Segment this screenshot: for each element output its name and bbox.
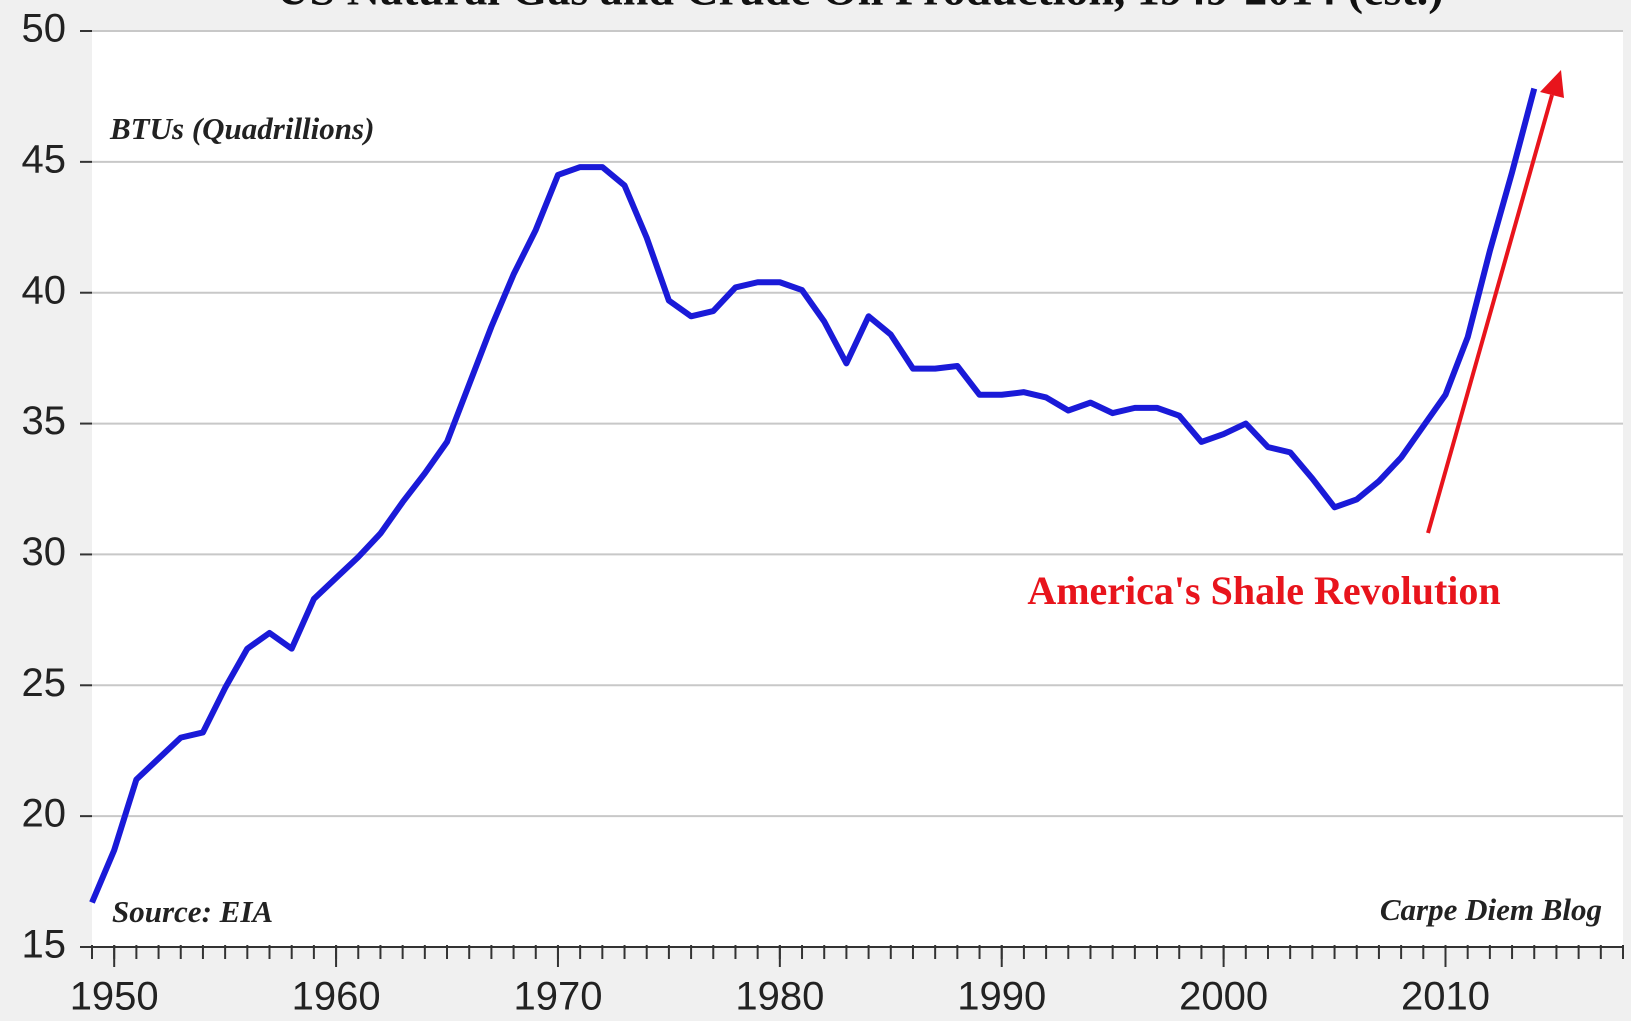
x-tick-label: 2000 xyxy=(1179,975,1268,1019)
arrow xyxy=(1426,94,1554,534)
data-line xyxy=(89,87,1538,904)
credit: Carpe Diem Blog xyxy=(1380,892,1602,927)
arrow-head xyxy=(1540,70,1564,98)
x-tick-label: 1970 xyxy=(513,975,602,1019)
x-tick-label: 1990 xyxy=(957,975,1046,1019)
source: Source: EIA xyxy=(112,894,273,929)
y-tick-label: 35 xyxy=(22,399,67,443)
plot-area xyxy=(92,31,1623,947)
x-tick-label: 1950 xyxy=(70,975,159,1019)
chart-title: US Natural Gas and Crude Oil Production,… xyxy=(276,0,1443,15)
y-tick-label: 40 xyxy=(22,268,67,312)
axis-label: BTUs (Quadrillions) xyxy=(109,111,374,146)
x-tick-label: 1960 xyxy=(292,975,381,1019)
x-tick-label: 1980 xyxy=(735,975,824,1019)
y-tick-label: 30 xyxy=(22,530,67,574)
y-tick-label: 20 xyxy=(22,792,67,836)
annotation: America's Shale Revolution xyxy=(1027,568,1500,613)
y-tick-label: 50 xyxy=(22,7,67,51)
y-tick-label: 45 xyxy=(22,137,67,181)
y-tick-label: 15 xyxy=(22,923,67,967)
y-tick-label: 25 xyxy=(22,661,67,705)
x-tick-label: 2010 xyxy=(1401,975,1490,1019)
